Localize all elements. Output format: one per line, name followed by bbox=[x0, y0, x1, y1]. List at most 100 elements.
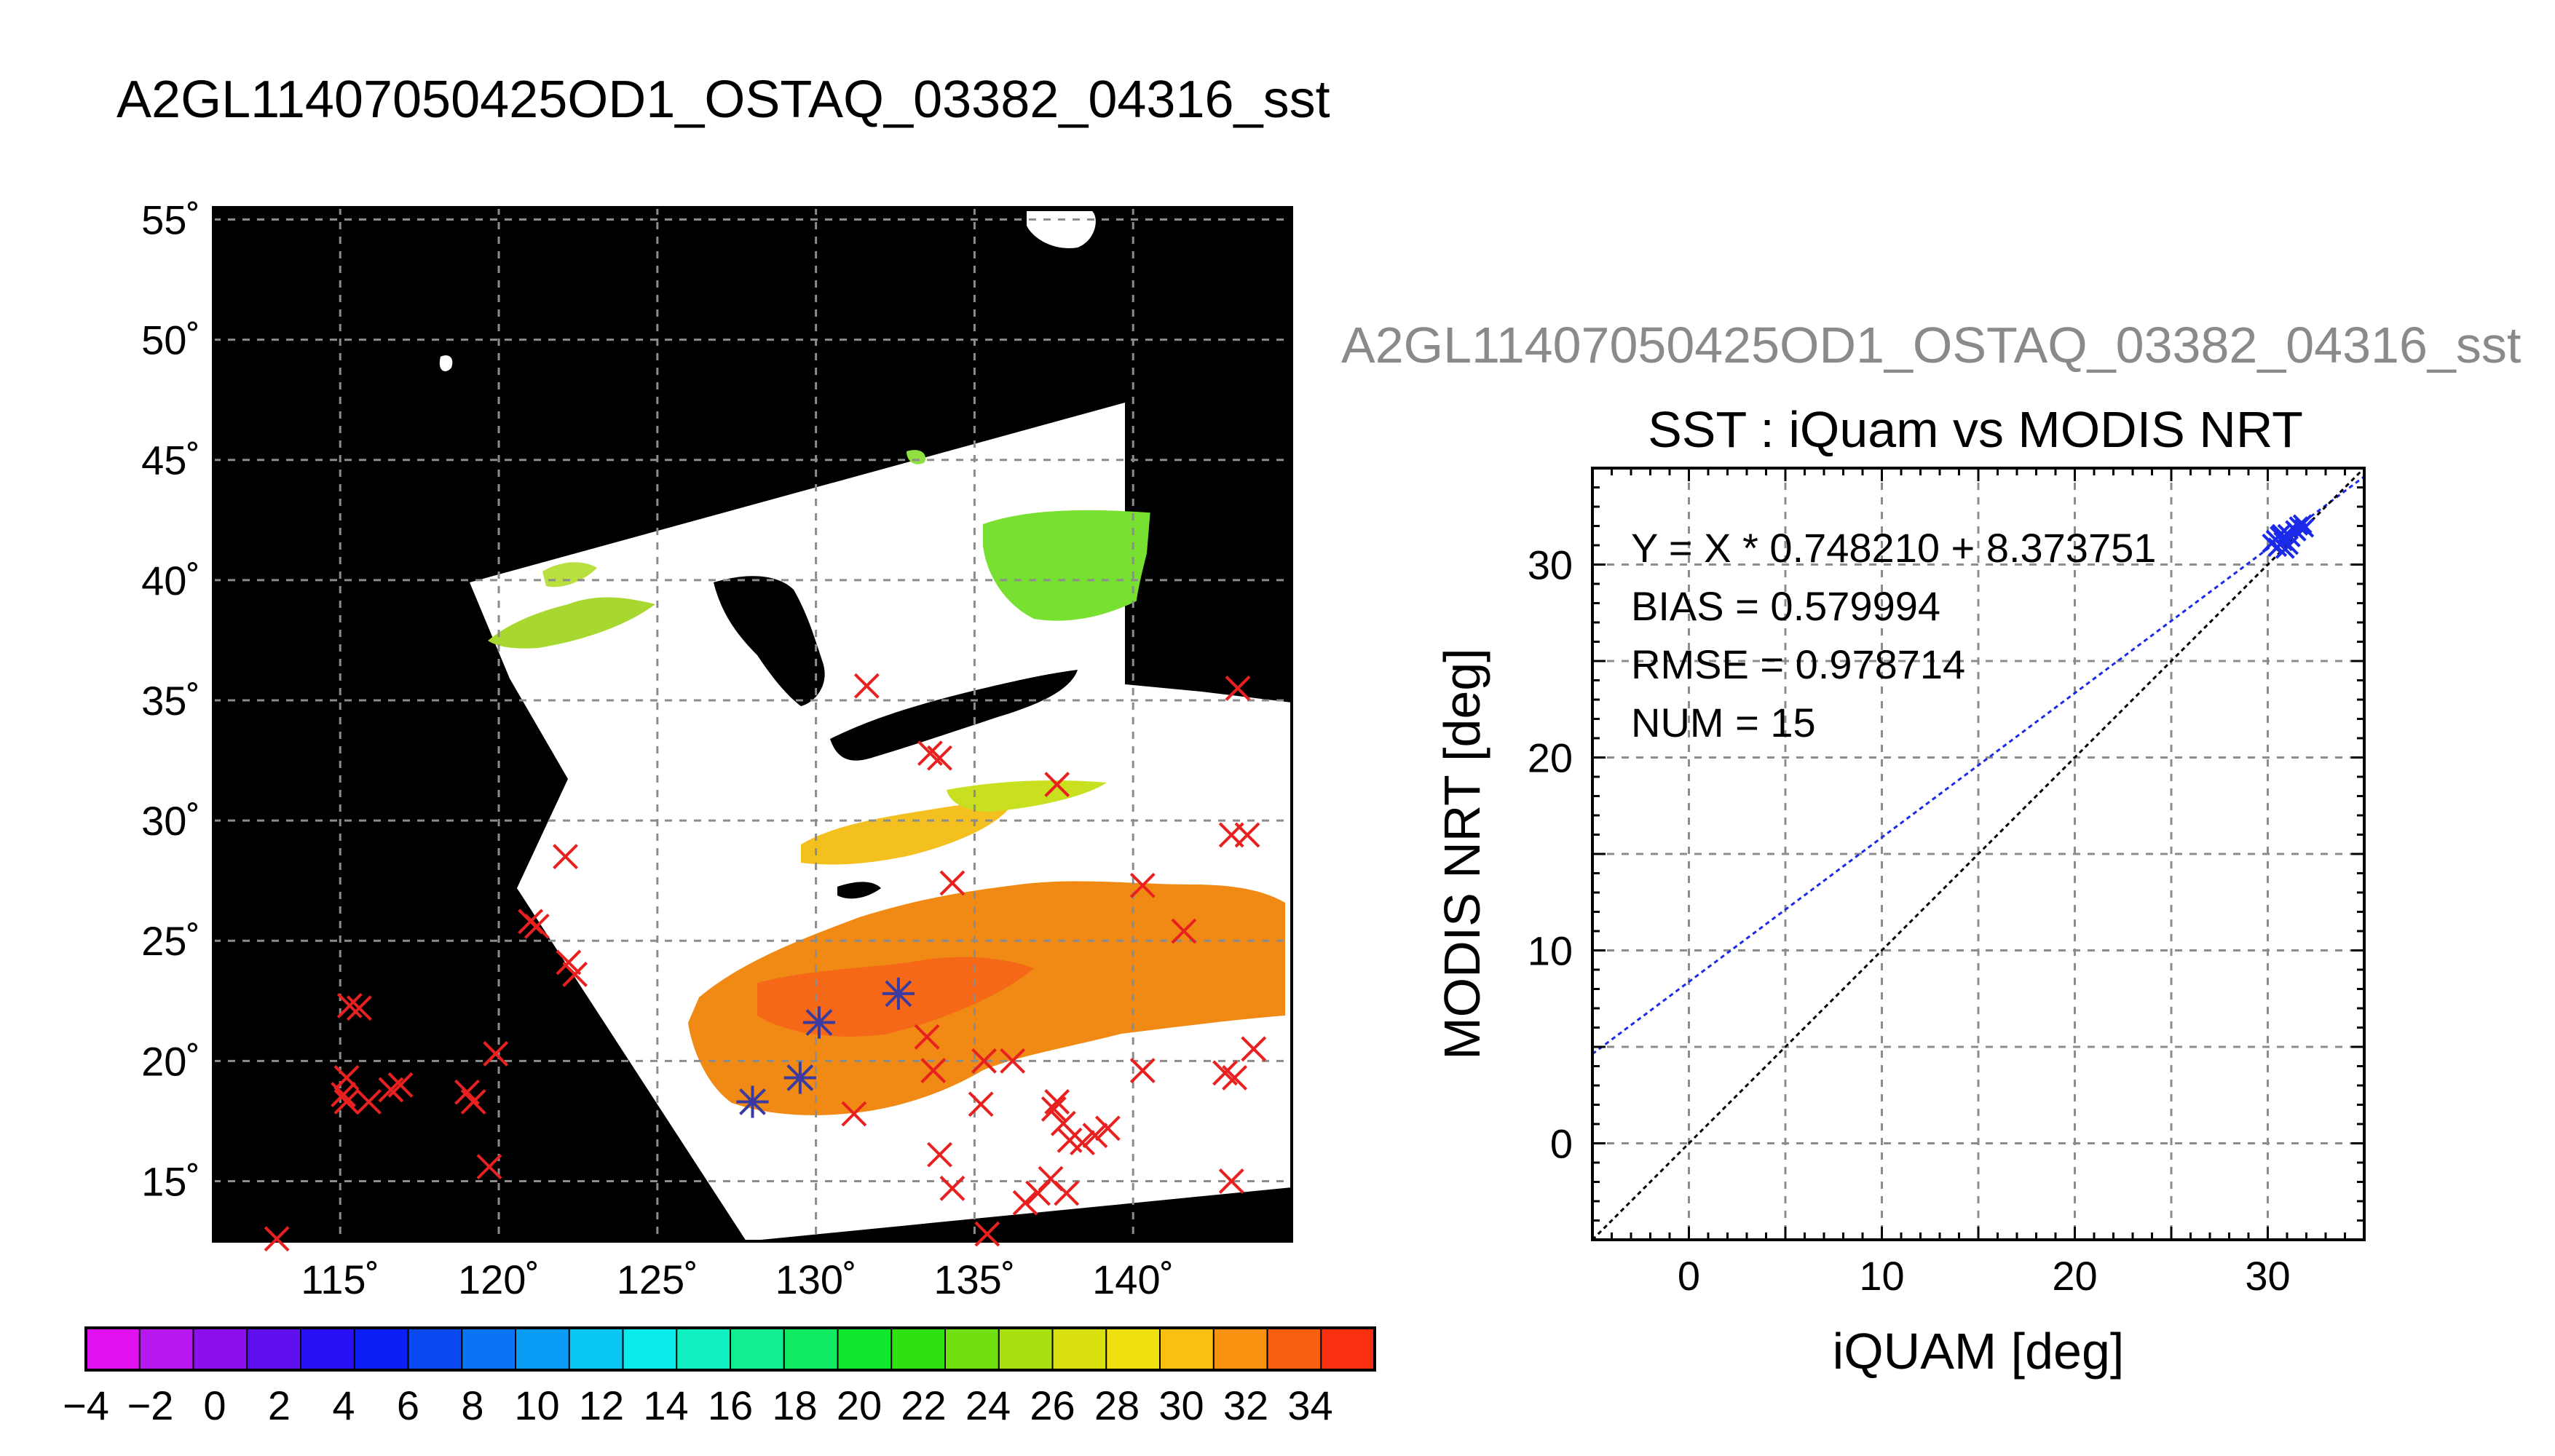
colorbar-labels: −4 −2 0 2 4 6 8 10 12 14 16 18 20 22 24 26 28 30 32 34 bbox=[63, 1382, 1333, 1428]
colorbar-tick-label: 0 bbox=[203, 1382, 226, 1428]
colorbar-swatch bbox=[569, 1328, 623, 1370]
buoy-x-marker bbox=[939, 870, 965, 896]
scatter-x-tick-label: 20 bbox=[2052, 1253, 2097, 1299]
colorbar bbox=[84, 1326, 1376, 1372]
buoy-x-marker bbox=[333, 1089, 360, 1115]
buoy-x-marker bbox=[1000, 1048, 1026, 1074]
colorbar-swatch bbox=[1160, 1328, 1215, 1370]
buoy-x-marker bbox=[387, 1072, 414, 1098]
colorbar-swatch bbox=[998, 1328, 1053, 1370]
colorbar-swatch bbox=[247, 1328, 301, 1370]
colorbar-swatch bbox=[516, 1328, 570, 1370]
matchup-x-marker bbox=[2271, 523, 2291, 544]
buoy-x-marker bbox=[971, 1048, 997, 1074]
matchup-star-marker bbox=[736, 1085, 769, 1118]
sst-green-yellow-band bbox=[947, 780, 1107, 812]
map-lon-tick-label: 125˚ bbox=[617, 1257, 698, 1302]
map-lat-tick-label: 30˚ bbox=[141, 798, 200, 844]
map-lon-tick-label: 120˚ bbox=[458, 1257, 540, 1302]
buoy-x-marker bbox=[853, 673, 880, 699]
scatter-y-tick-label: 30 bbox=[1528, 542, 1573, 588]
fit-line bbox=[1592, 475, 2365, 1055]
buoy-x-marker bbox=[1225, 676, 1251, 701]
colorbar-tick-label: 30 bbox=[1158, 1382, 1204, 1428]
scatter-y-tick-label: 20 bbox=[1528, 735, 1573, 781]
buoy-x-marker bbox=[1040, 1096, 1067, 1122]
map-lon-tick-label: 135˚ bbox=[933, 1257, 1015, 1302]
map-plot bbox=[212, 206, 1293, 1252]
buoy-x-marker bbox=[346, 995, 372, 1021]
scatter-title-top: A2GL11407050425OD1_OSTAQ_03382_04316_sst bbox=[1341, 317, 2521, 373]
buoy-x-marker bbox=[1044, 772, 1070, 797]
colorbar-swatch bbox=[676, 1328, 731, 1370]
colorbar-swatch bbox=[783, 1328, 838, 1370]
buoy-x-marker bbox=[1012, 1190, 1038, 1216]
buoy-x-marker bbox=[1044, 1089, 1070, 1115]
buoy-x-marker bbox=[1054, 1180, 1080, 1206]
buoy-x-marker bbox=[1241, 1036, 1267, 1062]
buoy-x-marker bbox=[524, 913, 550, 939]
colorbar-swatch bbox=[623, 1328, 677, 1370]
buoy-x-marker bbox=[927, 1142, 952, 1168]
map-tick-labels: 115˚ 120˚ 125˚ 130˚ 135˚ 140˚ 55˚ 50˚ 45˚ 40˚ 35˚ 3… bbox=[141, 197, 1174, 1302]
buoy-x-marker bbox=[1129, 1058, 1156, 1083]
cloud-speck-west bbox=[439, 355, 453, 371]
buoy-x-marker bbox=[1218, 1168, 1244, 1194]
map-markers bbox=[264, 673, 1267, 1252]
colorbar-swatch bbox=[837, 1328, 892, 1370]
colorbar-swatch bbox=[730, 1328, 785, 1370]
colorbar-swatch bbox=[193, 1328, 248, 1370]
colorbar-swatch bbox=[86, 1328, 141, 1370]
buoy-x-marker bbox=[336, 992, 363, 1018]
scatter-xlabel: iQUAM [deg] bbox=[1833, 1323, 2125, 1380]
colorbar-swatch bbox=[408, 1328, 462, 1370]
map-lat-tick-label: 15˚ bbox=[141, 1158, 200, 1204]
map-lon-tick-label: 115˚ bbox=[301, 1257, 379, 1302]
map-lat-tick-label: 40˚ bbox=[141, 558, 200, 604]
map-lon-tick-label: 130˚ bbox=[775, 1257, 857, 1302]
buoy-x-marker bbox=[1070, 1130, 1095, 1156]
buoy-x-marker bbox=[968, 1091, 994, 1117]
map-title: A2GL11407050425OD1_OSTAQ_03382_04316_sst bbox=[117, 71, 1330, 129]
scatter-frame bbox=[1591, 467, 2366, 1241]
buoy-x-marker bbox=[1222, 1065, 1248, 1091]
colorbar-tick-label: −4 bbox=[63, 1382, 109, 1428]
colorbar-tick-label: 18 bbox=[772, 1382, 817, 1428]
land-korea bbox=[714, 576, 825, 706]
map-lat-tick-label: 55˚ bbox=[141, 197, 200, 243]
colorbar-tick-label: 22 bbox=[901, 1382, 946, 1428]
colorbar-tick-label: 6 bbox=[397, 1382, 419, 1428]
buoy-x-marker bbox=[556, 949, 582, 976]
colorbar-frame bbox=[84, 1326, 1376, 1372]
buoy-x-marker bbox=[920, 1058, 947, 1083]
cloud-speck-green bbox=[907, 450, 925, 464]
colorbar-swatch bbox=[1106, 1328, 1161, 1370]
colorbar-tick-label: 4 bbox=[332, 1382, 355, 1428]
colorbar-swatch bbox=[1321, 1328, 1375, 1370]
buoy-x-marker bbox=[356, 1089, 382, 1115]
colorbar-tick-label: 34 bbox=[1287, 1382, 1332, 1428]
map-lat-tick-label: 50˚ bbox=[141, 317, 200, 363]
colorbar-tick-label: 14 bbox=[643, 1382, 688, 1428]
buoy-x-marker bbox=[553, 844, 578, 870]
matchup-star-marker bbox=[882, 977, 915, 1010]
scatter-x-tick-label: 10 bbox=[1859, 1253, 1904, 1299]
stats-num: NUM = 15 bbox=[1631, 700, 1816, 745]
matchup-star-marker bbox=[802, 1006, 836, 1039]
map-lon-tick-label: 140˚ bbox=[1092, 1257, 1174, 1302]
buoy-x-marker bbox=[476, 1154, 502, 1180]
buoy-x-marker bbox=[460, 1089, 486, 1115]
buoy-x-marker bbox=[264, 1226, 290, 1252]
sst-yellow-band bbox=[801, 802, 1012, 865]
buoy-x-marker bbox=[974, 1221, 1000, 1247]
buoy-x-marker bbox=[562, 962, 588, 987]
map-lat-tick-label: 35˚ bbox=[141, 678, 200, 724]
matchup-x-marker bbox=[2279, 535, 2299, 555]
sst-japan-sea-region bbox=[983, 510, 1158, 621]
map-lat-tick-label: 45˚ bbox=[141, 438, 200, 483]
colorbar-swatch bbox=[1213, 1328, 1268, 1370]
one-to-one-line bbox=[1591, 467, 2366, 1241]
land-island-taiwan-strait bbox=[837, 882, 881, 899]
sst-bohai-region bbox=[488, 597, 655, 649]
